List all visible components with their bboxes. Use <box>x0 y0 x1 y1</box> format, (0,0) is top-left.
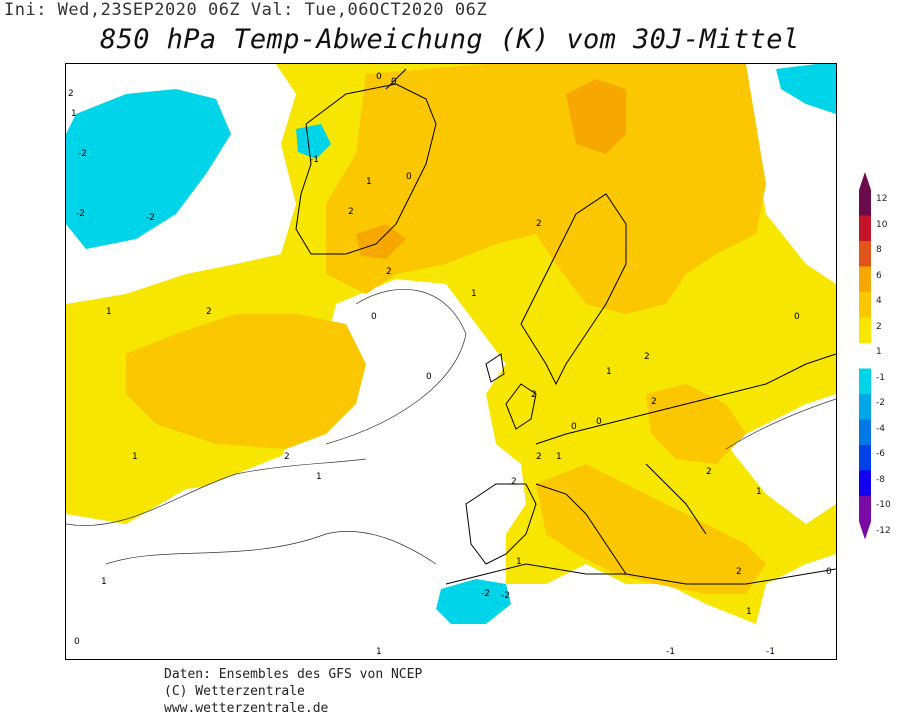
contour-label: 0 <box>826 567 832 577</box>
anomaly-neg-arctic <box>66 89 231 249</box>
scale-swatch <box>859 241 871 267</box>
contour-label: -2 <box>76 209 85 219</box>
anomaly-4-6-scandinavia <box>566 79 626 154</box>
scale-tick-label: -1 <box>876 372 885 383</box>
color-scale-bar <box>859 172 871 540</box>
contour-label: -1 <box>766 647 775 657</box>
scale-swatch <box>859 292 871 318</box>
scale-swatch <box>859 419 871 445</box>
contour-label: 1 <box>71 109 77 119</box>
scale-tick-label: -4 <box>876 423 885 434</box>
contour-label: 0 <box>426 372 432 382</box>
scale-swatch <box>859 445 871 471</box>
scale-tick-label: -12 <box>876 525 891 536</box>
contour-label: 2 <box>531 390 537 400</box>
contour-label: 1 <box>101 577 107 587</box>
anomaly-4-6-greenland <box>356 224 406 259</box>
anomaly-2-4-north <box>326 64 766 314</box>
scale-swatch <box>859 368 871 394</box>
scale-tick-label: -8 <box>876 474 885 485</box>
scale-swatch <box>859 190 871 216</box>
neutral-east-lower <box>756 554 836 659</box>
contour-label: 0 <box>794 312 800 322</box>
contour-label: 0 <box>571 422 577 432</box>
contour-label: 2 <box>536 452 542 462</box>
scale-swatch <box>859 343 871 369</box>
contour-label: 0 <box>391 77 397 87</box>
anomaly-2-4-atlantic <box>126 314 366 449</box>
data-source: Daten: Ensembles des GFS von NCEP <box>164 667 423 682</box>
anomaly-map: 2 1 -2 -2 -2 -1 0 0 0 1 2 2 2 1 1 0 0 2 … <box>65 63 837 660</box>
contour-label: 2 <box>386 267 392 277</box>
contour-label: 1 <box>516 557 522 567</box>
contour-label: -1 <box>666 647 675 657</box>
scale-tick-label: 4 <box>876 296 882 306</box>
contour-labels: 2 1 -2 -2 -2 -1 0 0 0 1 2 2 2 1 1 0 0 2 … <box>68 72 832 657</box>
contour-label: 1 <box>106 307 112 317</box>
contour-label: 2 <box>736 567 742 577</box>
coastlines <box>295 68 836 585</box>
contour-label: 1 <box>316 472 322 482</box>
neutral-southwest <box>66 444 536 659</box>
contour-label: 2 <box>511 477 517 487</box>
contour-label: 1 <box>556 452 562 462</box>
contour-label: 2 <box>348 207 354 217</box>
contour-label: -2 <box>146 213 155 223</box>
contour-label: -2 <box>481 589 490 599</box>
contour-label: -1 <box>310 155 319 165</box>
scale-tick-label: 8 <box>876 245 882 255</box>
contour-label: 1 <box>132 452 138 462</box>
contour-label: 0 <box>406 172 412 182</box>
contour-label: 0 <box>596 417 602 427</box>
scale-tick-label: -2 <box>876 398 885 408</box>
contour-label: 1 <box>366 177 372 187</box>
contour-lines <box>66 288 836 565</box>
contour-label: 2 <box>706 467 712 477</box>
scale-swatch <box>859 470 871 496</box>
anomaly-neg-greenland <box>296 124 331 159</box>
scale-tick-label: 6 <box>876 270 882 281</box>
scale-tick-label: 10 <box>876 219 888 230</box>
contour-label: 1 <box>606 367 612 377</box>
scale-top-arrow <box>859 172 871 190</box>
contour-label: 1 <box>756 487 762 497</box>
scale-tick-label: 2 <box>876 321 882 332</box>
scale-swatch <box>859 394 871 420</box>
contour-label: -2 <box>501 591 510 601</box>
copyright: (C) Wetterzentrale <box>164 684 305 699</box>
scale-swatch <box>859 266 871 292</box>
contour-label: 1 <box>746 607 752 617</box>
contour-label: 0 <box>376 72 382 82</box>
scale-tick-label: -10 <box>876 500 891 510</box>
neutral-east <box>726 394 836 524</box>
map-title: 850 hPa Temp-Abweichung (K) vom 30J-Mitt… <box>100 24 800 55</box>
scale-swatch <box>859 317 871 343</box>
scale-bottom-arrow <box>859 521 871 540</box>
anomaly-neg-northeast <box>776 64 836 114</box>
scale-swatch <box>859 496 871 522</box>
init-valid-line: Ini: Wed,23SEP2020 06Z Val: Tue,06OCT202… <box>4 0 488 20</box>
contour-label: 2 <box>284 452 290 462</box>
contour-label: 1 <box>376 647 382 657</box>
contour-label: 2 <box>206 307 212 317</box>
anomaly-2-4-balkan <box>646 384 746 464</box>
contour-label: 2 <box>536 219 542 229</box>
scale-tick-label: 12 <box>876 194 888 204</box>
contour-label: 2 <box>68 89 74 99</box>
neutral-northeast <box>746 64 836 284</box>
website: www.wetterzentrale.de <box>164 701 329 716</box>
scale-tick-label: -6 <box>876 449 885 459</box>
anomaly-neg-atlas <box>436 579 511 624</box>
contour-label: 2 <box>651 397 657 407</box>
contour-label: -2 <box>78 149 87 159</box>
scale-tick-label: 1 <box>876 347 882 357</box>
contour-label: 0 <box>371 312 377 322</box>
contour-label: 1 <box>471 289 477 299</box>
anomaly-2-4-south <box>536 464 766 594</box>
contour-label: 0 <box>74 637 80 647</box>
map-canvas: 2 1 -2 -2 -2 -1 0 0 0 1 2 2 2 1 1 0 0 2 … <box>66 64 836 659</box>
scale-swatch <box>859 215 871 241</box>
data-credits: Daten: Ensembles des GFS von NCEP (C) We… <box>164 666 422 717</box>
contour-label: 2 <box>644 352 650 362</box>
